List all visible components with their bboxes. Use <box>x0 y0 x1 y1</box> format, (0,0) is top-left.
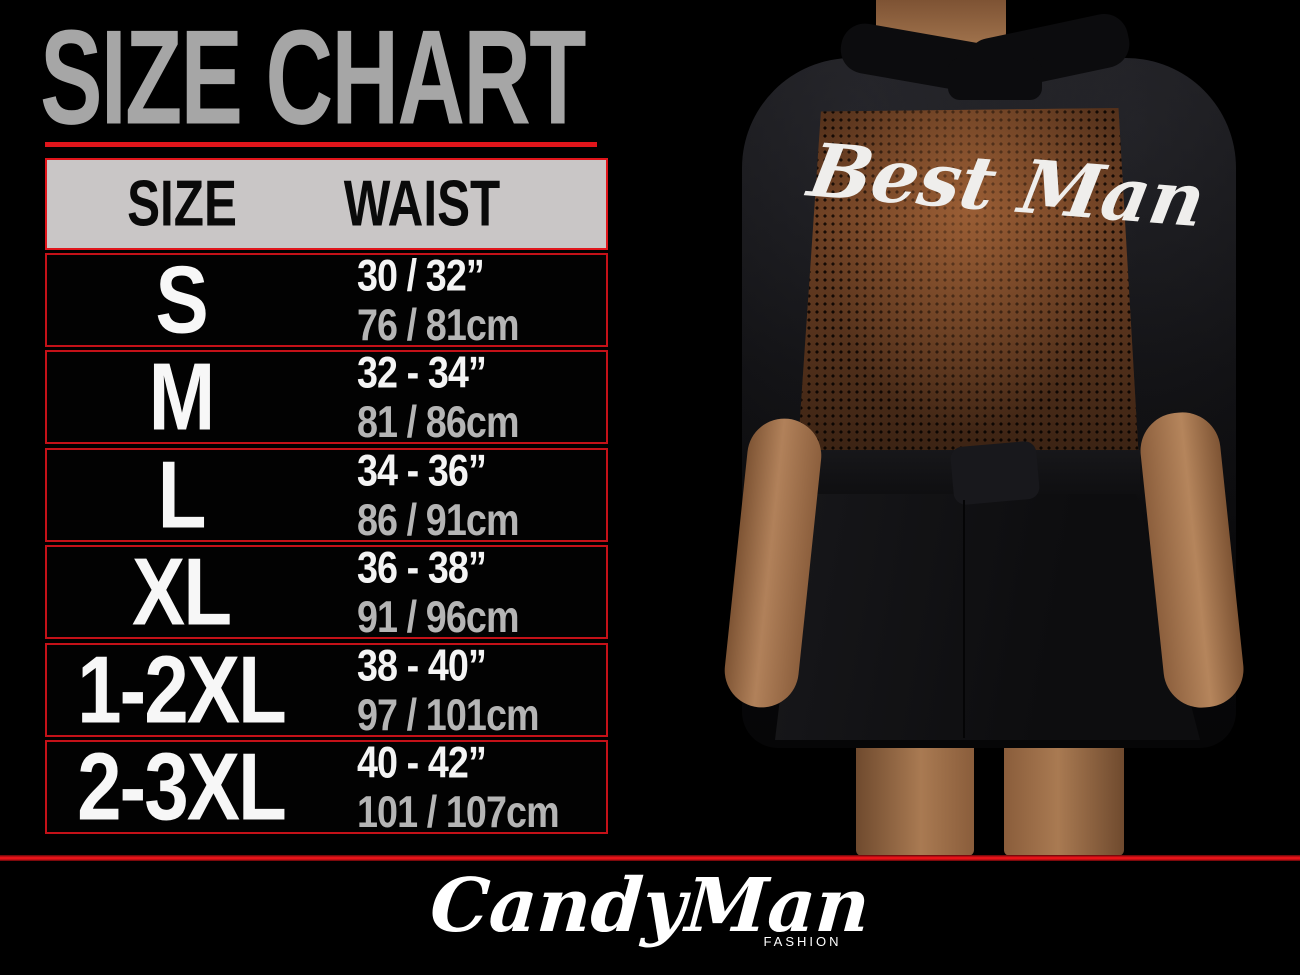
waist-inches: 40 - 42” <box>357 737 487 787</box>
waist-value: 38 - 40” 97 / 101cm <box>357 640 554 739</box>
robe-mesh-back-panel <box>797 108 1139 462</box>
table-row: S 30 / 32” 76 / 81cm <box>45 246 608 353</box>
waist-centimeters: 91 / 96cm <box>357 592 520 642</box>
waist-centimeters: 76 / 81cm <box>357 300 520 350</box>
size-value: L <box>157 441 207 548</box>
table-row: L 34 - 36” 86 / 91cm <box>45 441 608 548</box>
size-value: XL <box>131 538 232 645</box>
size-value: 1-2XL <box>77 636 287 743</box>
waist-centimeters: 101 / 107cm <box>357 787 560 837</box>
page-title: SIZE CHART <box>40 2 586 153</box>
footer-divider-line <box>0 855 1300 861</box>
waist-value: 34 - 36” 86 / 91cm <box>357 445 533 544</box>
brand-sub-label: FASHION <box>763 934 842 950</box>
waist-inches: 36 - 38” <box>357 542 487 592</box>
robe-skirt-crease <box>963 500 965 738</box>
table-row: M 32 - 34” 81 / 86cm <box>45 343 608 450</box>
waist-inches: 38 - 40” <box>357 640 487 690</box>
column-header-waist: WAIST <box>343 167 501 241</box>
waist-value: 32 - 34” 81 / 86cm <box>357 347 533 446</box>
size-value: M <box>148 343 216 450</box>
product-photo: Best Man <box>721 0 1248 856</box>
waist-inches: 32 - 34” <box>357 347 487 397</box>
waist-centimeters: 86 / 91cm <box>357 495 520 545</box>
robe-skirt <box>775 494 1200 740</box>
waist-value: 36 - 38” 91 / 96cm <box>357 542 533 641</box>
robe-belt-knot <box>949 440 1041 506</box>
waist-centimeters: 97 / 101cm <box>357 690 540 740</box>
column-header-size: SIZE <box>127 167 237 241</box>
brand-logo: CandyMan FASHION <box>428 863 873 950</box>
size-value: S <box>155 246 208 353</box>
table-row: XL 36 - 38” 91 / 96cm <box>45 538 608 645</box>
table-row: 1-2XL 38 - 40” 97 / 101cm <box>45 636 608 743</box>
size-value: 2-3XL <box>77 733 287 840</box>
waist-inches: 34 - 36” <box>357 445 487 495</box>
waist-value: 40 - 42” 101 / 107cm <box>357 737 576 836</box>
title-underline <box>45 142 597 147</box>
waist-inches: 30 / 32” <box>357 250 485 300</box>
robe-collar <box>948 58 1042 100</box>
waist-centimeters: 81 / 86cm <box>357 397 520 447</box>
waist-value: 30 / 32” 76 / 81cm <box>357 250 533 349</box>
size-table-header: SIZE WAIST <box>45 158 608 250</box>
table-row: 2-3XL 40 - 42” 101 / 107cm <box>45 733 608 840</box>
